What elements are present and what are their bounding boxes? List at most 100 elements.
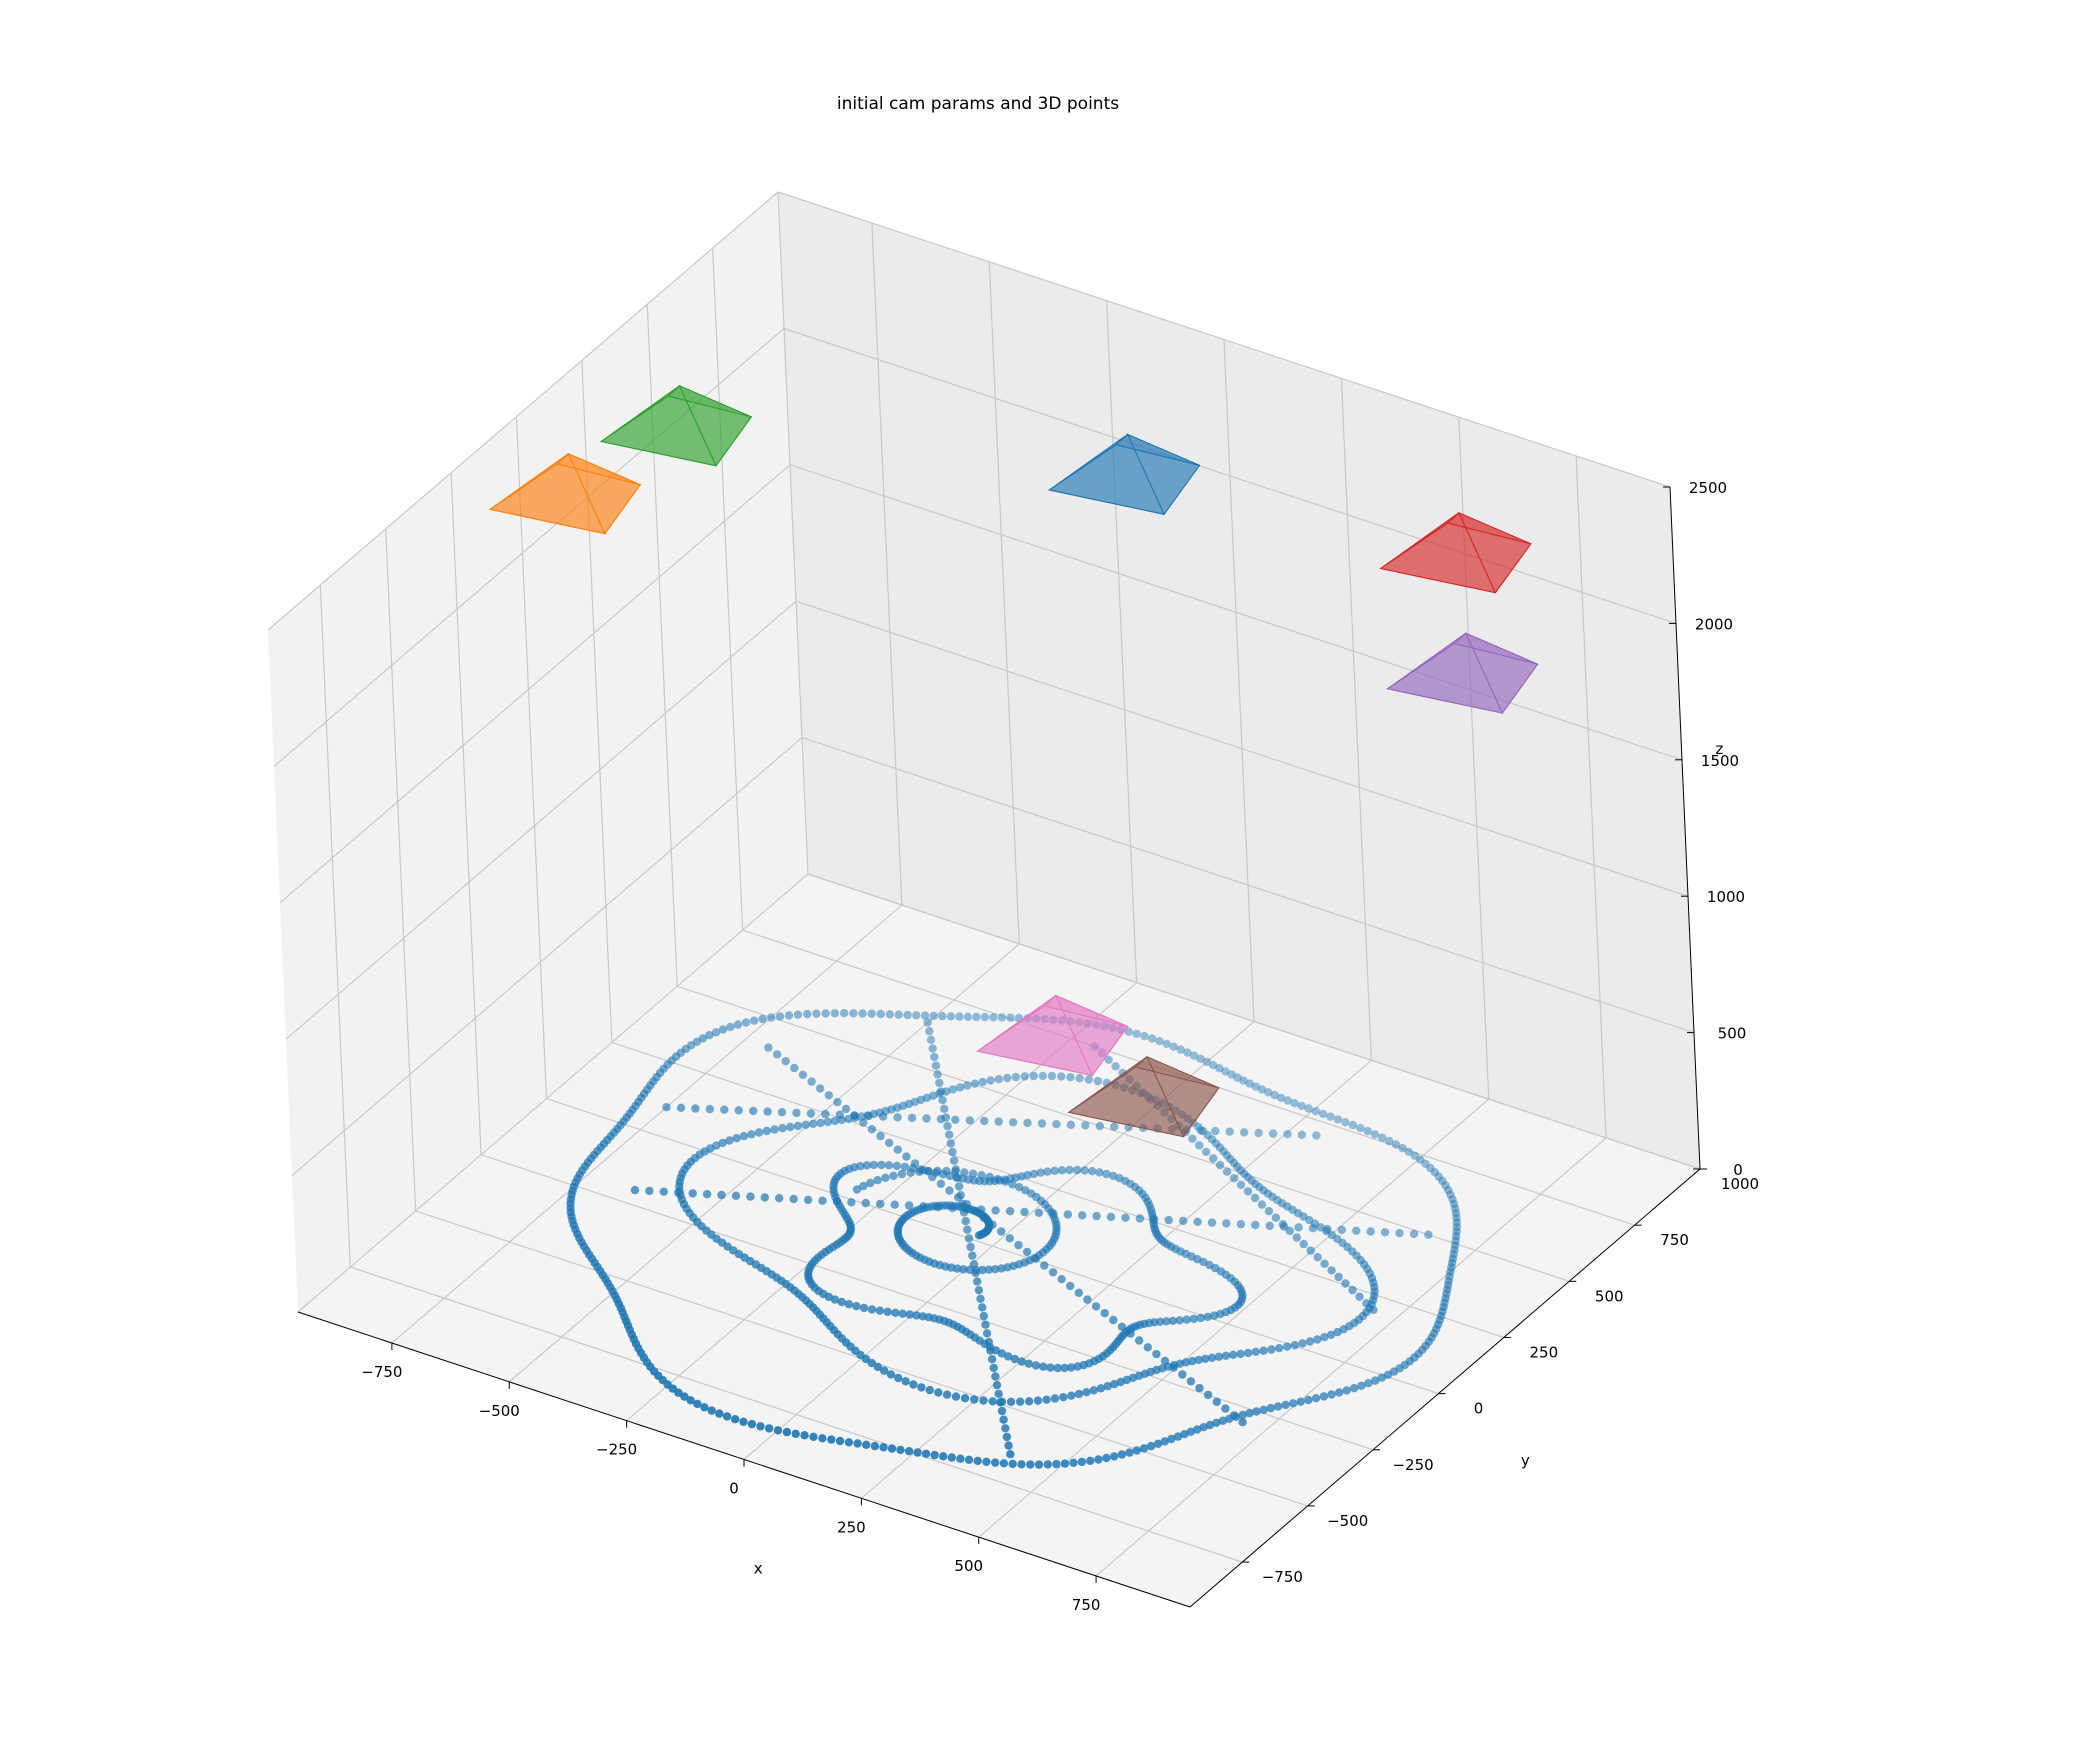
grid-y-left <box>646 304 678 987</box>
data-point <box>1066 1120 1076 1130</box>
data-point <box>905 1310 914 1319</box>
data-point <box>1438 1176 1447 1186</box>
data-point <box>1222 1167 1232 1176</box>
data-point <box>1001 1424 1010 1433</box>
data-point <box>1017 1357 1026 1366</box>
data-point <box>991 1372 1000 1381</box>
grid-z-back <box>795 600 1689 897</box>
data-point <box>894 1373 903 1383</box>
data-point <box>824 1091 833 1100</box>
data-point <box>1140 1031 1149 1041</box>
data-point <box>775 1194 784 1203</box>
data-point <box>939 1452 948 1461</box>
camera-5 <box>1386 632 1539 715</box>
data-point <box>1363 1126 1372 1136</box>
data-point <box>1189 1051 1199 1060</box>
data-point <box>925 1026 934 1036</box>
data-point <box>953 1264 962 1273</box>
data-point <box>1326 1112 1335 1121</box>
data-point <box>1265 1221 1274 1231</box>
camera-base <box>1067 1066 1220 1138</box>
data-point <box>1086 1456 1095 1466</box>
grid-y-left <box>385 528 417 1211</box>
data-point <box>1311 1107 1321 1116</box>
data-point <box>1020 1072 1029 1081</box>
data-point <box>1037 1119 1047 1128</box>
data-point <box>1304 1395 1313 1405</box>
data-point <box>1285 1226 1295 1236</box>
data-point <box>930 1450 939 1460</box>
y-axis-label: y <box>1521 1451 1530 1469</box>
data-point <box>948 1085 958 1094</box>
data-point <box>947 1453 956 1462</box>
data-point <box>1380 1228 1390 1237</box>
data-point <box>1430 1168 1440 1177</box>
data-point <box>1313 1335 1322 1344</box>
data-point <box>1078 1211 1087 1220</box>
data-point <box>884 1161 894 1170</box>
z-tick-label: 1000 <box>1707 888 1745 906</box>
data-point <box>693 1399 702 1409</box>
data-point <box>915 1167 924 1177</box>
data-point <box>852 1302 861 1311</box>
grid-x-back <box>1106 300 1138 983</box>
data-point <box>1304 1104 1313 1113</box>
data-point <box>1143 1343 1153 1352</box>
data-point <box>1227 1070 1236 1079</box>
data-point <box>964 1455 974 1465</box>
grid-y-left <box>319 585 351 1268</box>
data-point <box>807 1077 816 1086</box>
data-point <box>1318 1109 1328 1119</box>
data-point <box>1152 1349 1161 1359</box>
data-point <box>731 1191 741 1201</box>
grid-x-back <box>1223 339 1255 1022</box>
data-point <box>1337 1225 1347 1235</box>
data-point <box>711 1028 721 1037</box>
data-point <box>1178 1110 1187 1119</box>
data-point <box>680 1392 689 1401</box>
data-point <box>997 1013 1007 1022</box>
z-tick-label: 1500 <box>1701 752 1739 770</box>
data-point <box>894 1010 903 1019</box>
data-point <box>933 1166 942 1176</box>
camera-1 <box>1048 433 1201 516</box>
data-point <box>1065 1165 1074 1175</box>
camera-base <box>1379 522 1532 594</box>
y-tick-label: −250 <box>1392 1456 1433 1474</box>
data-point <box>1006 1013 1015 1022</box>
data-point <box>1024 1359 1034 1368</box>
data-point <box>968 1251 977 1260</box>
data-point <box>812 1009 821 1018</box>
data-point <box>942 1390 952 1399</box>
data-point <box>1162 1317 1171 1326</box>
data-point <box>1128 1086 1137 1095</box>
data-point <box>963 1012 973 1021</box>
data-point <box>1283 1130 1292 1139</box>
grid-z-back <box>783 327 1677 624</box>
data-point <box>876 1199 885 1209</box>
x-tick-label: −250 <box>596 1441 637 1459</box>
data-point <box>1193 1425 1202 1434</box>
data-point <box>1121 1213 1130 1222</box>
data-point <box>917 1383 926 1392</box>
data-point <box>956 1454 965 1463</box>
y-tick-label: 250 <box>1530 1343 1559 1361</box>
data-point <box>972 1012 981 1022</box>
data-point <box>875 1306 885 1315</box>
data-point <box>1060 1459 1070 1468</box>
data-point <box>1057 1275 1066 1284</box>
data-point <box>1243 1187 1253 1196</box>
z-axis-label: z <box>1715 740 1723 758</box>
data-point <box>978 1265 987 1275</box>
data-point <box>1008 1180 1017 1189</box>
data-point <box>1116 1025 1126 1034</box>
data-point <box>934 1388 943 1397</box>
chart-title: initial cam params and 3D points <box>837 94 1119 114</box>
data-point <box>1125 1448 1134 1457</box>
data-point <box>754 1128 764 1137</box>
data-point <box>1273 1402 1283 1411</box>
data-point <box>959 1265 968 1274</box>
data-point <box>870 1441 880 1451</box>
data-point <box>991 1458 1000 1467</box>
data-point <box>989 1363 998 1373</box>
